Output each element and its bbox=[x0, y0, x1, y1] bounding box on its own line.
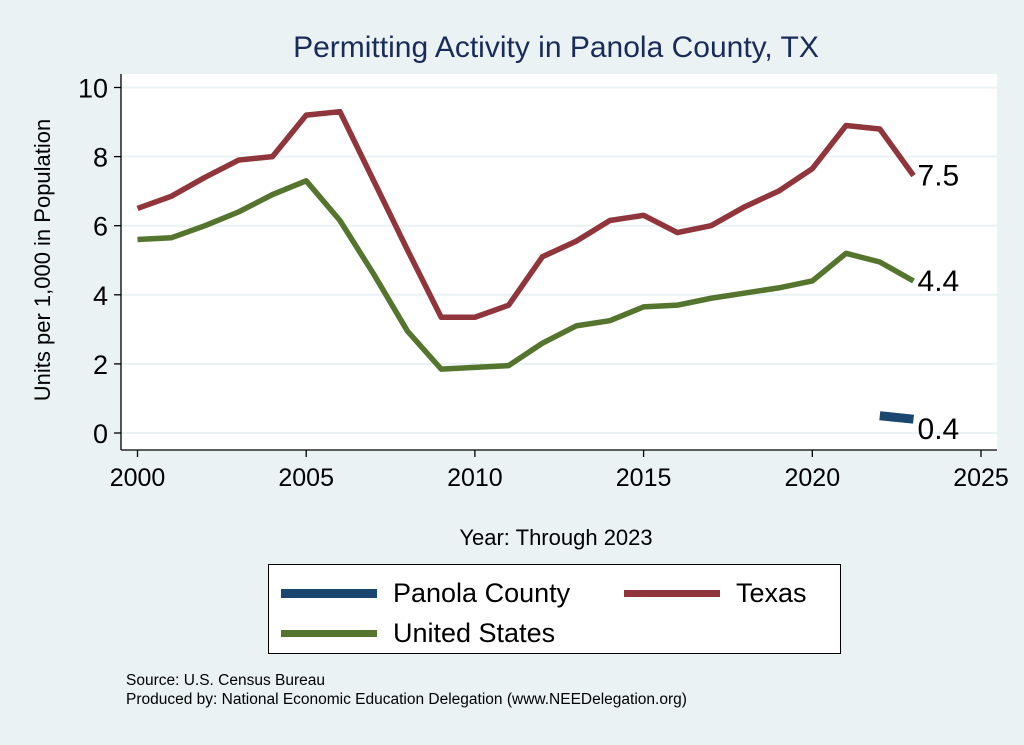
x-tick-label: 2020 bbox=[784, 464, 840, 492]
legend: Panola County Texas United States bbox=[268, 564, 841, 654]
source-note: Source: U.S. Census Bureau bbox=[126, 672, 326, 689]
legend-label: Panola County bbox=[393, 578, 571, 608]
y-axis-label: Units per 1,000 in Population bbox=[30, 119, 55, 402]
y-tick-label: 0 bbox=[93, 419, 108, 449]
legend-item-texas: Texas bbox=[624, 578, 807, 609]
x-tick-label: 2005 bbox=[278, 464, 334, 492]
legend-label: Texas bbox=[736, 578, 807, 608]
line-chart: 0 2 4 6 8 10 2000 2005 2010 2015 2020 2025 0.4 7.5 4.… bbox=[30, 31, 1009, 550]
x-tick-label: 2000 bbox=[110, 464, 166, 492]
end-value-label: 0.4 bbox=[918, 413, 960, 446]
y-tick-label: 10 bbox=[78, 74, 108, 104]
y-tick-label: 6 bbox=[93, 212, 108, 242]
series-line-panola-county bbox=[879, 411, 914, 424]
y-tick-label: 2 bbox=[93, 350, 108, 380]
legend-item-panola: Panola County bbox=[281, 578, 570, 609]
x-tick-label: 2010 bbox=[447, 464, 503, 492]
x-tick-label: 2015 bbox=[616, 464, 672, 492]
end-value-label: 7.5 bbox=[918, 160, 960, 193]
producer-note: Produced by: National Economic Education… bbox=[126, 691, 687, 708]
legend-swatch bbox=[281, 589, 377, 598]
series-line-texas bbox=[136, 108, 916, 321]
legend-label: United States bbox=[393, 618, 556, 648]
legend-swatch bbox=[281, 630, 377, 637]
plot-area bbox=[121, 74, 997, 450]
y-tick-label: 8 bbox=[93, 143, 108, 173]
y-tick-label: 4 bbox=[93, 281, 108, 311]
legend-swatch bbox=[624, 590, 720, 597]
x-tick-label: 2025 bbox=[953, 464, 1009, 492]
series-line-united-states bbox=[137, 178, 915, 372]
legend-item-us: United States bbox=[281, 618, 555, 649]
end-value-label: 4.4 bbox=[918, 265, 960, 298]
x-axis-label: Year: Through 2023 bbox=[459, 525, 652, 550]
chart-title: Permitting Activity in Panola County, TX bbox=[293, 31, 819, 64]
